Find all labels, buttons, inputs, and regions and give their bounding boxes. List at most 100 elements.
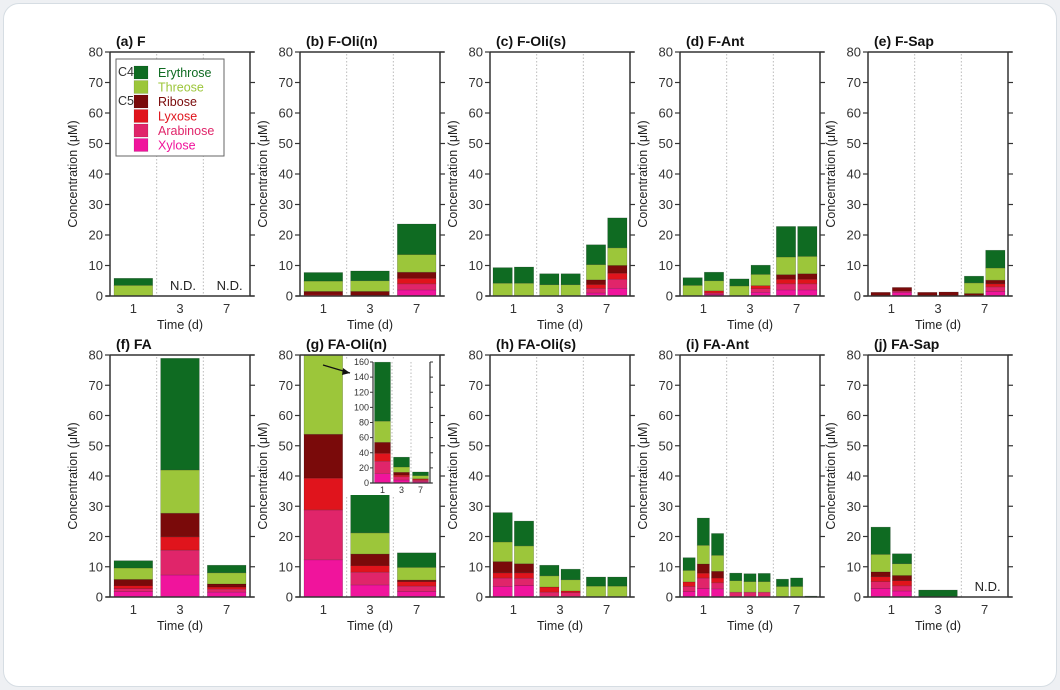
y-tick-label: 50 <box>89 438 103 453</box>
bar-segment-threose <box>964 282 984 294</box>
inset-x-tick-label: 7 <box>418 485 423 495</box>
inset-y-tick-label: 100 <box>354 402 369 412</box>
bar-segment-ribose <box>492 561 513 574</box>
bar-segment-erythrose <box>870 526 891 555</box>
y-tick-label: 70 <box>847 75 861 90</box>
bar-segment-erythrose <box>776 226 796 258</box>
x-tick-label: 1 <box>888 602 895 617</box>
y-tick-label: 50 <box>659 438 673 453</box>
bar-segment-lyxose <box>682 581 696 587</box>
y-tick-label: 10 <box>89 559 103 574</box>
inset-x-tick-label: 3 <box>399 485 404 495</box>
legend-label: Xylose <box>158 139 196 153</box>
inset-arrow-head <box>342 368 350 375</box>
bar-segment-erythrose <box>350 493 390 534</box>
y-tick-label: 30 <box>847 197 861 212</box>
y-tick-label: 40 <box>659 167 673 182</box>
panel-g: (g) FA-Oli(n) Concentration (μM) Time (d) 0… <box>256 336 445 633</box>
y-tick-label: 10 <box>847 258 861 273</box>
bar-segment-arabinose <box>696 577 710 589</box>
bar-segment-xylose <box>397 289 437 297</box>
bar-segment-erythrose <box>682 277 703 286</box>
bar-segment-xylose <box>892 590 912 598</box>
panel-title: (h) FA-Oli(s) <box>496 336 576 352</box>
bar-segment-arabinose <box>682 586 696 592</box>
bar-segment-lyxose <box>892 580 912 587</box>
bar-segment-erythrose <box>207 564 247 574</box>
bar-segment-lyxose <box>696 572 710 579</box>
bar-segment-xylose <box>514 585 534 598</box>
bar-segment-xylose <box>350 584 390 598</box>
bar-segment-threose <box>729 580 743 593</box>
x-tick-label: 7 <box>603 602 610 617</box>
bar-segment-lyxose <box>160 536 200 551</box>
not-detected-label: N.D. <box>217 278 243 293</box>
y-tick-label: 60 <box>279 408 293 423</box>
y-tick-label: 20 <box>469 228 483 243</box>
bar-segment-arabinose <box>870 581 891 589</box>
y-tick-label: 80 <box>847 45 861 60</box>
y-tick-label: 50 <box>659 136 673 151</box>
bar-segment-threose <box>607 585 628 598</box>
y-tick-label: 60 <box>469 106 483 121</box>
panel-j: (j) FA-Sap Concentration (μM) Time (d) N.D.… <box>824 336 1013 633</box>
y-tick-label: 40 <box>469 469 483 484</box>
bar-segment-ribose <box>303 433 343 479</box>
panel-title: (f) FA <box>116 336 152 352</box>
bar-segment-threose <box>776 586 789 598</box>
bar-segment-threose <box>985 267 1006 281</box>
y-tick-label: 60 <box>847 408 861 423</box>
bar-segment-erythrose <box>607 217 628 249</box>
x-tick-label: 1 <box>130 301 137 316</box>
bar-segment-ribose <box>113 579 153 586</box>
legend-swatch <box>133 80 149 94</box>
bar-segment-arabinose <box>397 283 437 291</box>
y-tick-label: 70 <box>659 75 673 90</box>
bar-segment-lyxose <box>750 285 771 289</box>
bar-segment-erythrose <box>711 533 724 556</box>
y-tick-label: 30 <box>469 499 483 514</box>
bar-segment-xylose <box>797 289 818 297</box>
y-tick-label: 80 <box>279 348 293 363</box>
bar-segment-ribose <box>985 279 1006 285</box>
bar-segment-lyxose <box>704 290 724 294</box>
bar-segment-arabinose <box>892 585 912 592</box>
bar-segment-ribose <box>514 563 534 574</box>
y-tick-label: 30 <box>847 499 861 514</box>
bar-segment-ribose <box>696 563 710 574</box>
y-tick-label: 20 <box>89 529 103 544</box>
bar-segment-erythrose <box>539 273 560 286</box>
y-axis-label: Concentration (μM) <box>636 422 650 529</box>
inset-y-tick-label: 120 <box>354 387 369 397</box>
bar-segment-xylose <box>870 588 891 598</box>
bar-segment-lyxose <box>985 283 1006 288</box>
panel-i: (i) FA-Ant Concentration (μM) Time (d) 0 10 2… <box>636 336 825 633</box>
bar-segment-threose <box>560 579 581 592</box>
y-tick-label: 70 <box>279 75 293 90</box>
y-tick-label: 80 <box>89 348 103 363</box>
bar-segment-ribose <box>586 279 606 285</box>
bar-segment-xylose <box>711 588 724 598</box>
x-tick-label: 7 <box>981 301 988 316</box>
bar-segment-erythrose <box>560 273 581 286</box>
y-tick-label: 0 <box>476 289 483 304</box>
x-tick-label: 7 <box>793 301 800 316</box>
x-tick-label: 1 <box>510 602 517 617</box>
legend-label: Threose <box>158 81 204 95</box>
bar-segment-threose <box>207 572 247 585</box>
bar-segment-erythrose <box>113 278 153 286</box>
legend-label: Ribose <box>158 95 197 109</box>
legend-group-label: C4 <box>118 65 134 79</box>
x-axis-label: Time (d) <box>537 318 583 332</box>
y-tick-label: 0 <box>854 289 861 304</box>
y-tick-label: 30 <box>469 197 483 212</box>
bar-segment-threose <box>539 575 560 588</box>
bar-segment-threose <box>492 541 513 562</box>
y-tick-label: 60 <box>279 106 293 121</box>
bar-segment-threose <box>492 282 513 297</box>
bar-segment-xylose <box>113 591 153 598</box>
y-axis-label: Concentration (μM) <box>446 120 460 227</box>
bar-segment-erythrose <box>790 577 804 587</box>
y-tick-label: 0 <box>666 590 673 605</box>
bar-segment-threose <box>682 570 696 583</box>
